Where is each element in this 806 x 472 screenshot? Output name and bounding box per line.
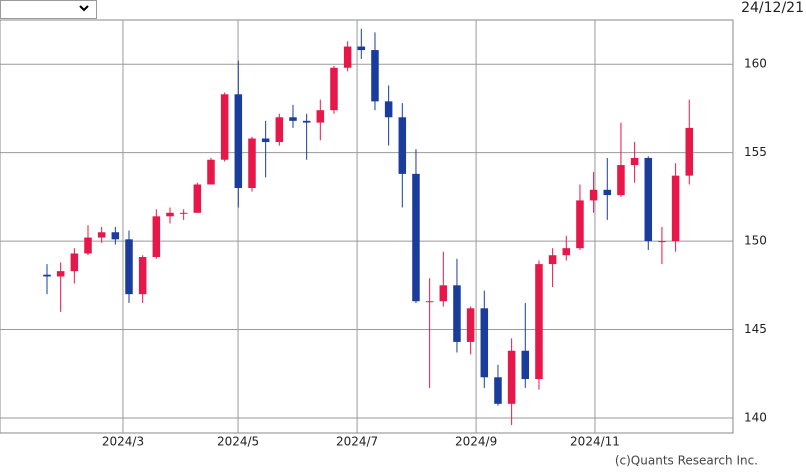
- candle-body: [371, 50, 379, 102]
- date-label: 24/12/21: [741, 0, 804, 16]
- candle-body: [589, 189, 598, 201]
- candle-body: [125, 239, 133, 295]
- candle-body: [179, 212, 188, 214]
- candle-body: [671, 175, 680, 242]
- candle-body: [603, 189, 612, 196]
- candle-body: [56, 271, 65, 277]
- candle-body: [97, 232, 106, 238]
- candle-body: [466, 308, 475, 342]
- candle-body: [562, 248, 571, 256]
- candle-body: [316, 110, 325, 123]
- x-tick-label: 2024/7: [336, 435, 378, 449]
- y-tick-label: 155: [744, 145, 767, 159]
- y-tick-label: 145: [744, 322, 767, 336]
- plot-frame: [0, 19, 734, 434]
- candle-body: [384, 101, 393, 118]
- candle-body: [521, 350, 530, 380]
- candle-body: [289, 117, 297, 121]
- candle-body: [412, 173, 420, 302]
- candle-body: [548, 255, 557, 265]
- candle-body: [220, 94, 229, 160]
- credit: (c)Quants Research Inc.: [615, 454, 758, 468]
- candle-body: [207, 159, 215, 185]
- candle-body: [261, 138, 270, 143]
- y-tick-label: 140: [744, 410, 767, 424]
- candle-body: [111, 232, 120, 240]
- candle-body: [453, 285, 461, 342]
- select-chevron: [79, 5, 89, 12]
- candle-body: [480, 308, 489, 378]
- y-tick-label: 160: [744, 57, 767, 71]
- candle-body: [535, 264, 543, 380]
- x-tick-label: 2024/9: [455, 435, 497, 449]
- candle-body: [685, 127, 694, 176]
- candle-body: [138, 257, 147, 295]
- candle-body: [644, 157, 653, 242]
- candle-body: [357, 46, 366, 51]
- candle-body: [70, 253, 79, 272]
- candle-body: [398, 117, 407, 174]
- y-tick-label: 150: [744, 234, 767, 248]
- x-tick-label: 2024/5: [217, 435, 259, 449]
- candle-body: [507, 350, 516, 404]
- candle-body: [166, 212, 174, 217]
- x-tick-label: 2024/11: [570, 435, 620, 449]
- candle-body: [617, 165, 625, 196]
- candle-body: [658, 241, 666, 243]
- candle-body: [152, 216, 161, 258]
- candle-body: [330, 67, 338, 111]
- candle-body: [343, 46, 352, 68]
- x-tick-label: 2024/3: [102, 435, 144, 449]
- select-box[interactable]: [0, 0, 97, 19]
- candle-body: [576, 200, 584, 249]
- candle-body: [275, 117, 284, 143]
- candle-body: [425, 301, 434, 303]
- candle-body: [248, 138, 256, 189]
- candle-body: [302, 120, 311, 123]
- candle-body: [234, 94, 243, 189]
- candle-body: [630, 157, 639, 166]
- candle-body: [84, 237, 92, 254]
- candle-body: [43, 274, 51, 277]
- candle-body: [193, 184, 202, 213]
- candle-body: [494, 377, 502, 404]
- candle-body: [439, 285, 448, 302]
